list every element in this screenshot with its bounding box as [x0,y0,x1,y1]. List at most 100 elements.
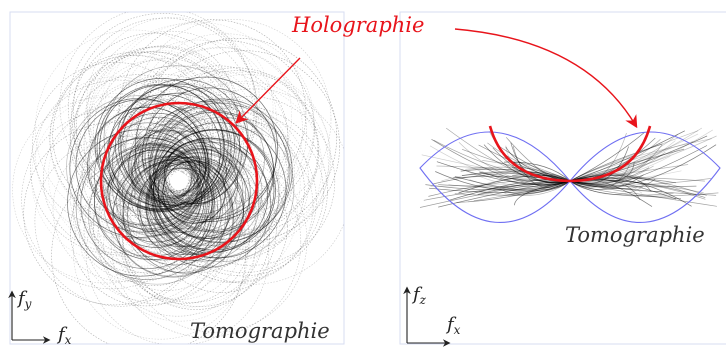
tomography-arc [31,93,202,264]
tomography-arc [569,178,656,189]
tomography-arc [169,127,245,203]
tomography-arc [569,180,717,196]
tomography-arc [127,156,244,274]
tomography-arc [122,65,257,200]
tomography-arc [483,144,571,183]
tomography-arc [152,164,238,250]
tomography-arc [100,23,274,197]
tomography-arc [150,161,231,243]
tomography-arc [136,102,227,192]
tomography-arc [154,159,288,293]
tomography-arc [106,103,213,210]
tomography-arc [151,67,320,235]
tomography-arc [118,19,307,207]
tomography-arc [97,156,258,317]
tomography-arc [83,81,210,207]
tomography-arc [43,105,191,253]
tomography-arc [153,118,317,283]
tomography-arc [514,180,571,206]
tomography-arc [569,178,712,186]
tomography-arc [88,156,199,267]
tomography-arc [98,154,235,291]
tomography-arc [148,65,288,205]
tomography-arc [123,106,208,191]
boundary-lobe-right [569,131,721,224]
tomography-arc [80,137,213,270]
tomography-arc [148,101,265,218]
tomography-arc [49,55,222,227]
tomography-arc [145,156,245,255]
tomography-arc [157,106,328,277]
tomography-arc [569,175,643,194]
tomography-arc [469,179,571,193]
tomography-arc [134,138,196,200]
tomography-arc [122,82,244,204]
tomography-arc [88,146,226,285]
tomography-arc [131,143,193,205]
tomography-arc [89,50,232,192]
tomography-arc [142,120,215,193]
tomography-arc [569,180,697,188]
tomography-arc [131,130,201,200]
tomography-arc [52,136,199,283]
tomography-arc [146,90,249,193]
tomography-arc [504,180,571,196]
tomography-arc [93,164,215,286]
tomography-arc [70,138,189,258]
tomography-arc [139,37,337,236]
tomography-frequency-cloud-xz [419,127,719,208]
tomography-arc [149,100,290,240]
tomography-arc [569,140,676,183]
tomography-arc [569,148,685,182]
arrow-to-holography-circle [235,57,301,124]
tomography-arc [569,130,685,182]
tomography-arc [121,151,277,307]
tomography-arc [162,100,280,219]
tomography-arc [90,127,198,235]
tomography-arc [115,85,235,206]
tomography-arc [52,55,214,216]
tomography-arc [569,141,694,182]
tomography-label-left: Tomographie [190,319,330,343]
tomography-arc [152,120,233,201]
tomography-arc [112,117,196,201]
holography-arc [488,125,652,183]
tomography-arc [150,122,287,259]
tomography-arc [148,98,293,243]
tomography-arc [456,180,571,203]
tomography-arc [487,142,571,182]
tomography-arc [125,92,237,204]
tomography-arc [147,167,213,233]
tomography-arc [445,127,571,184]
tomography-arc [505,146,571,182]
tomography-arc [438,180,571,188]
tomography-arc [162,160,226,224]
left-axis-vertical-label: fy [16,288,32,311]
tomography-arc [467,180,571,203]
tomography-arc [124,107,216,200]
tomography-arc [569,143,663,182]
tomography-arc [79,79,213,213]
tomography-arc [123,148,308,333]
tomography-arc [70,154,222,307]
tomography-arc [69,74,204,209]
tomography-arc [467,171,571,187]
tomography-arc [149,102,291,244]
tomography-arc [569,175,707,196]
tomography-arc [118,154,209,245]
arrow-to-holography-arc [454,28,638,129]
tomography-arc [157,149,247,238]
tomography-arc [569,138,712,182]
tomography-arc [112,156,234,277]
tomography-arc [161,117,305,261]
tomography-arc [129,120,208,200]
tomography-arc [162,160,226,224]
tomography-arc [108,112,207,211]
tomography-arc [122,157,238,273]
tomography-arc [78,165,215,302]
tomography-arc [159,80,329,250]
tomography-arc [569,151,666,184]
tomography-arc [72,148,207,282]
tomography-arc [102,134,199,231]
tomography-arc [130,146,192,208]
